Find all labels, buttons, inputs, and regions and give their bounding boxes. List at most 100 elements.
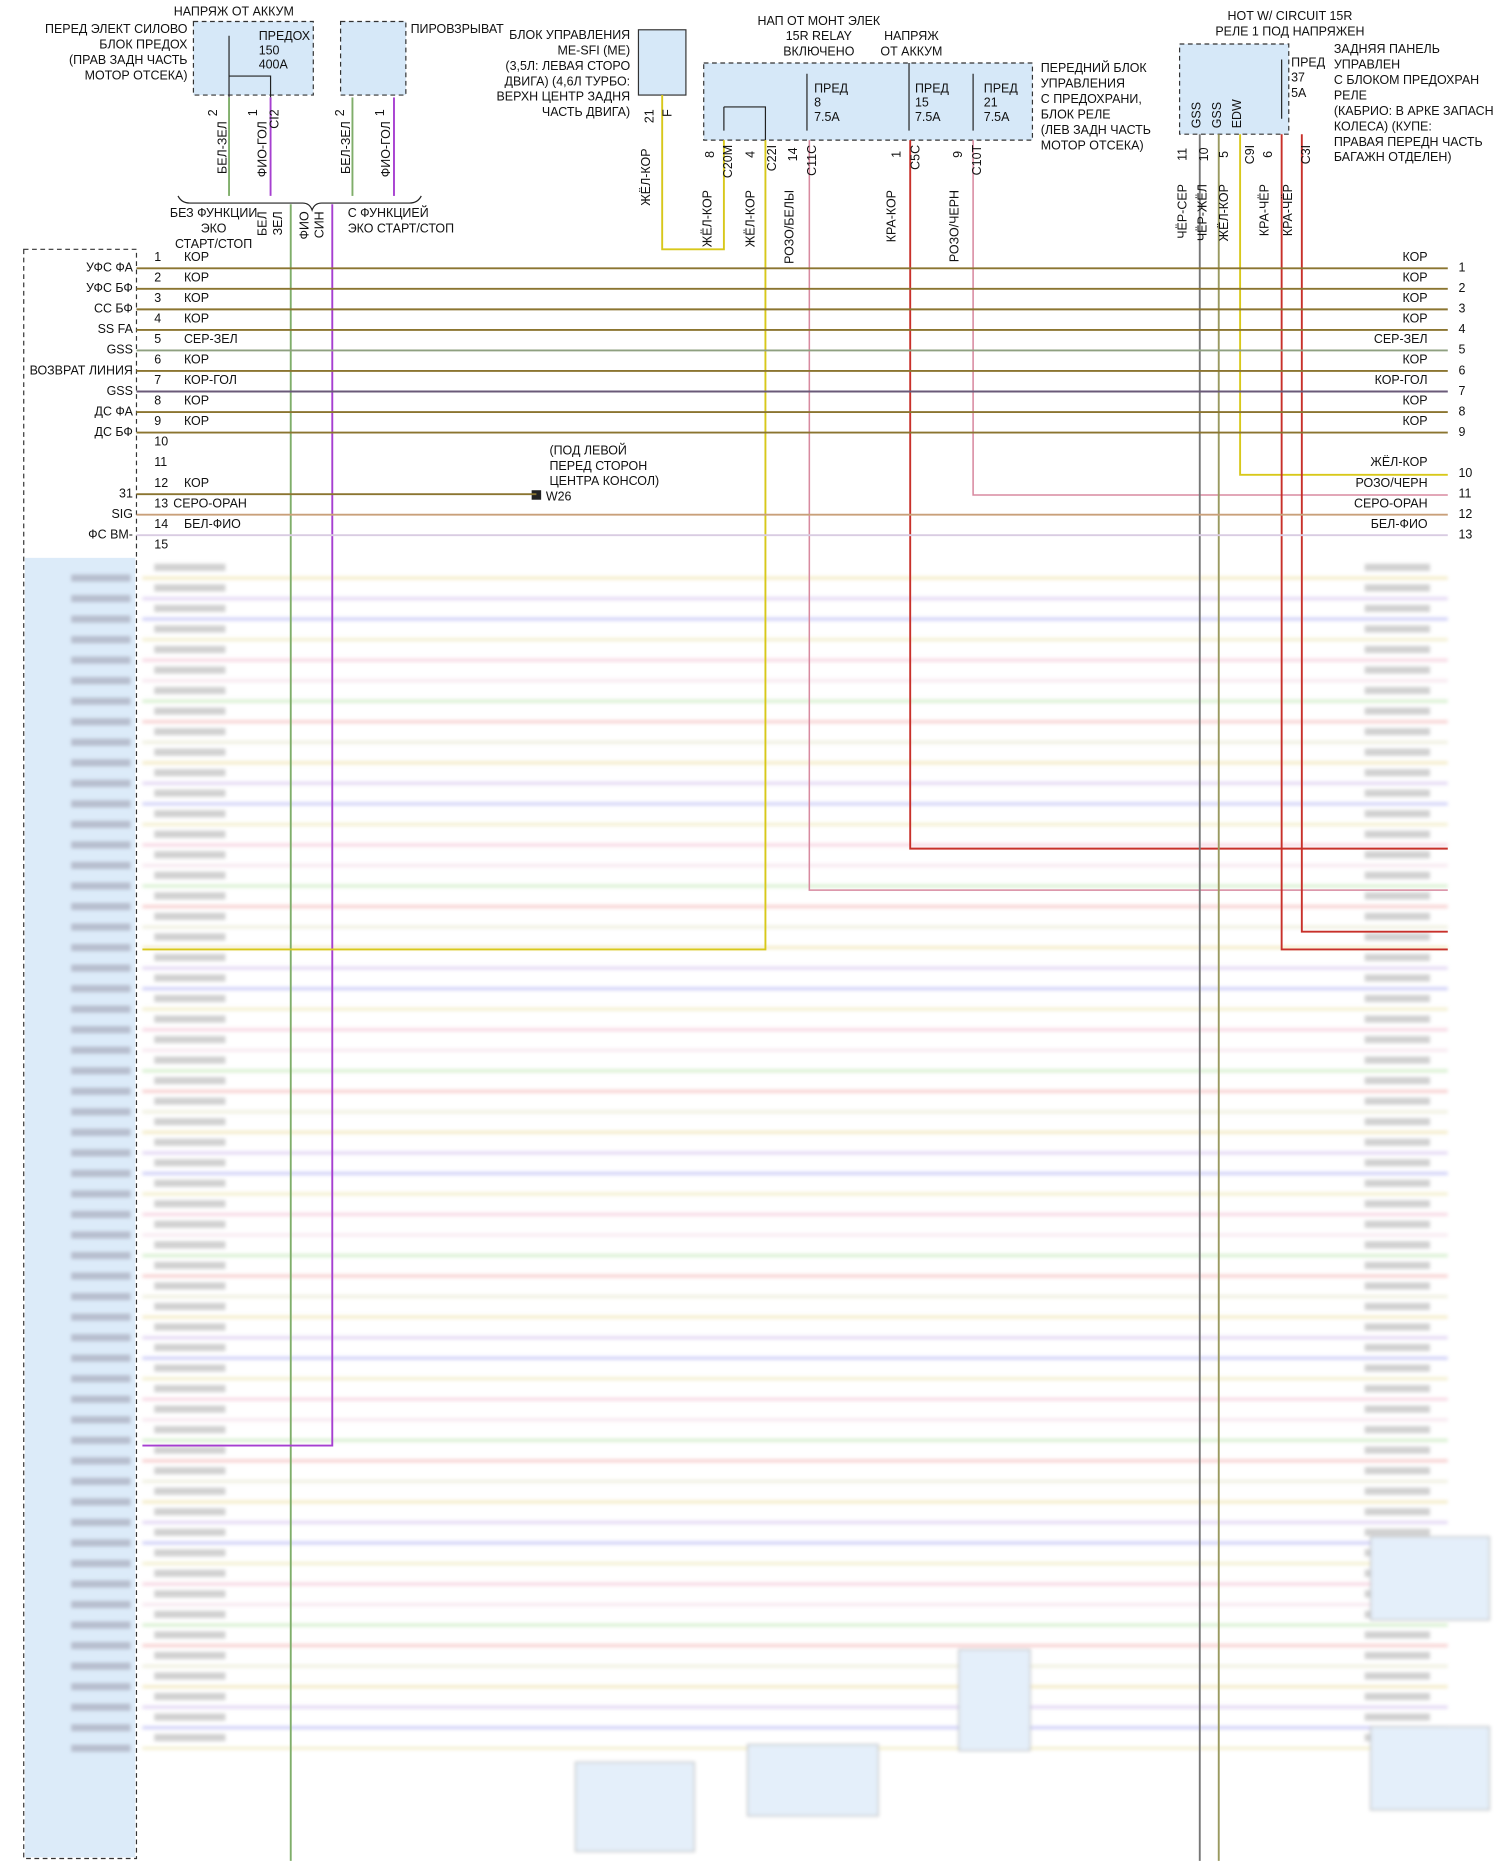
connector: C3I (1299, 145, 1313, 164)
signal-label: GSS (107, 343, 133, 357)
blur-text (154, 1015, 226, 1023)
signal-label: GSS (107, 384, 133, 398)
blur-text (71, 1354, 131, 1362)
blur-text (154, 1220, 226, 1228)
blur-text (154, 1056, 226, 1064)
blur-text (71, 1272, 131, 1280)
blur-text (154, 1282, 226, 1290)
pin: 1 (889, 151, 903, 158)
blur-text (154, 1467, 226, 1475)
wire (1300, 134, 1448, 933)
connector: F (660, 109, 674, 117)
blur-text (71, 882, 131, 890)
label: 15 (915, 96, 929, 110)
row-number: 3 (154, 291, 161, 305)
blur-text (71, 1334, 131, 1342)
signal-label: ДС БФ (95, 425, 133, 439)
blur-text (71, 1539, 131, 1547)
wire (808, 140, 1448, 891)
blur-text (71, 1642, 131, 1650)
blur-text (154, 584, 226, 592)
blur-text (1364, 563, 1430, 571)
blur-text (71, 1005, 131, 1013)
label: 7.5A (814, 110, 840, 124)
blur-text (71, 1724, 131, 1732)
blur-text (71, 1436, 131, 1444)
blur-text (1364, 1405, 1430, 1413)
blur-text (154, 666, 226, 674)
wire-label: КОР (184, 250, 209, 264)
blur-text (154, 953, 226, 961)
label: С ФУНКЦИЕЙ (348, 205, 429, 220)
blur-text (1364, 974, 1430, 982)
label: ОТ АККУМ (880, 45, 942, 59)
signal-label: ДС ФА (95, 404, 134, 418)
wire (972, 140, 1448, 496)
label: БЛОК ПРЕДОХ (99, 38, 188, 52)
blur-component (574, 1761, 695, 1852)
label: 150 (259, 43, 280, 57)
label: ЗАДНЯЯ ПАНЕЛЬ (1334, 42, 1440, 56)
label: W26 (546, 490, 572, 504)
wire-label: КРА-ЧЁР (1257, 184, 1271, 236)
label: ПРЕД (814, 81, 849, 95)
wire-label: ФИО (297, 211, 311, 239)
blur-text (154, 686, 226, 695)
blur-text (1364, 892, 1430, 900)
label: 7.5A (915, 110, 941, 124)
blur-text (154, 1200, 226, 1208)
wire-label: СЕРО-ОРАН (1354, 496, 1428, 510)
blur-text (154, 974, 226, 982)
blur-text (71, 677, 131, 685)
pyro-box (339, 20, 407, 96)
blur-text (1364, 1364, 1430, 1372)
wire (661, 95, 725, 251)
wire-label: КОР (184, 414, 209, 428)
wire-label: ФИО-ГОЛ (256, 121, 270, 177)
row-number: 14 (154, 517, 168, 531)
blur-text (1364, 1343, 1430, 1352)
blur-text (154, 1528, 226, 1536)
blur-component (1370, 1536, 1490, 1621)
blur-text (71, 1559, 131, 1568)
row-number: 12 (1458, 507, 1472, 521)
blur-text (1364, 1282, 1430, 1290)
blur-text (1364, 1097, 1430, 1105)
blur-text (1364, 1077, 1430, 1085)
blur-text (1364, 994, 1430, 1003)
signal: GSS (1190, 102, 1204, 128)
ecu-box (637, 29, 687, 96)
label: ЭКО СТАРТ/СТОП (348, 221, 454, 235)
blur-text (154, 604, 226, 612)
wire-label: ЗЕЛ (271, 211, 285, 235)
blur-text (71, 1416, 131, 1424)
blur-text (1364, 912, 1430, 920)
blur-text (154, 1610, 226, 1618)
blur-text (71, 1210, 131, 1219)
blur-text (71, 656, 131, 664)
wire-label: ЖЁЛ-КОР (1370, 455, 1427, 469)
wire-label: КОР (1403, 394, 1428, 408)
connector-fill (24, 557, 136, 1858)
label: 400A (259, 58, 289, 72)
pin: 5 (1217, 151, 1231, 158)
label: 8 (814, 96, 821, 110)
row-number: 7 (1458, 384, 1465, 398)
blur-text (1364, 604, 1430, 612)
row-number: 2 (1458, 281, 1465, 295)
blur-text (71, 779, 131, 787)
wire-label: СИН (313, 211, 327, 238)
wire-label: СЕРО-ОРАН (173, 496, 247, 510)
blur-text (154, 789, 226, 797)
blur-text (1364, 1651, 1430, 1660)
blur-text (154, 1692, 226, 1701)
blur-text (154, 810, 226, 818)
blur-text (154, 1713, 226, 1721)
blur-text (154, 645, 226, 654)
blur-text (71, 820, 131, 828)
blur-text (1364, 810, 1430, 818)
blur-text (1364, 1672, 1430, 1680)
blur-text (71, 1703, 131, 1711)
